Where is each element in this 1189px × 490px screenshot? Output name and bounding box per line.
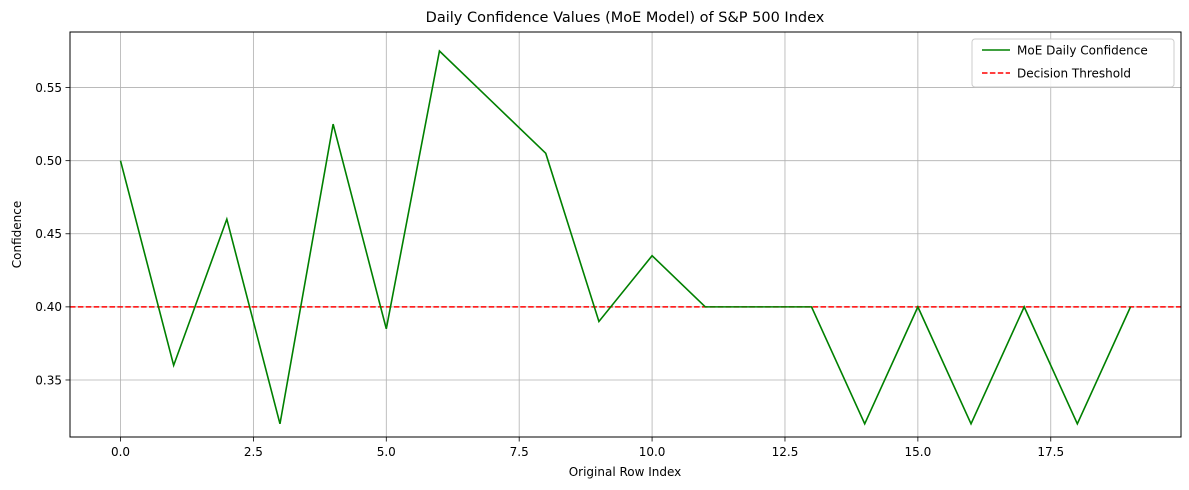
legend-box — [971, 38, 1175, 88]
x-axis-label: Original Row Index — [569, 465, 682, 479]
y-axis: 0.35 0.40 0.45 0.50 0.55 — [35, 81, 70, 387]
legend-label-moe: MoE Daily Confidence — [1017, 44, 1148, 58]
x-tick-label: 12.5 — [772, 445, 799, 459]
x-tick-label: 5.0 — [377, 445, 396, 459]
series-lines — [119, 49, 1132, 426]
y-tick-label: 0.50 — [35, 154, 62, 168]
y-tick-label: 0.55 — [35, 81, 62, 95]
moe-confidence-line — [119, 49, 1132, 426]
x-axis: 0.0 2.5 5.0 7.5 10.0 12.5 15.0 17.5 — [111, 437, 1064, 459]
x-tick-label: 15.0 — [905, 445, 932, 459]
x-tick-label: 17.5 — [1037, 445, 1064, 459]
y-tick-label: 0.40 — [35, 300, 62, 314]
y-tick-label: 0.35 — [35, 373, 62, 387]
chart-title: Daily Confidence Values (MoE Model) of S… — [426, 10, 825, 26]
legend: MoE Daily Confidence Decision Threshold — [971, 38, 1175, 88]
x-tick-label: 0.0 — [111, 445, 130, 459]
x-tick-label: 2.5 — [244, 445, 263, 459]
y-tick-label: 0.45 — [35, 227, 62, 241]
legend-label-threshold: Decision Threshold — [1017, 67, 1131, 81]
y-axis-label: Confidence — [10, 201, 24, 268]
x-tick-label: 7.5 — [510, 445, 529, 459]
plot-frame — [69, 31, 1182, 438]
x-tick-label: 10.0 — [639, 445, 666, 459]
